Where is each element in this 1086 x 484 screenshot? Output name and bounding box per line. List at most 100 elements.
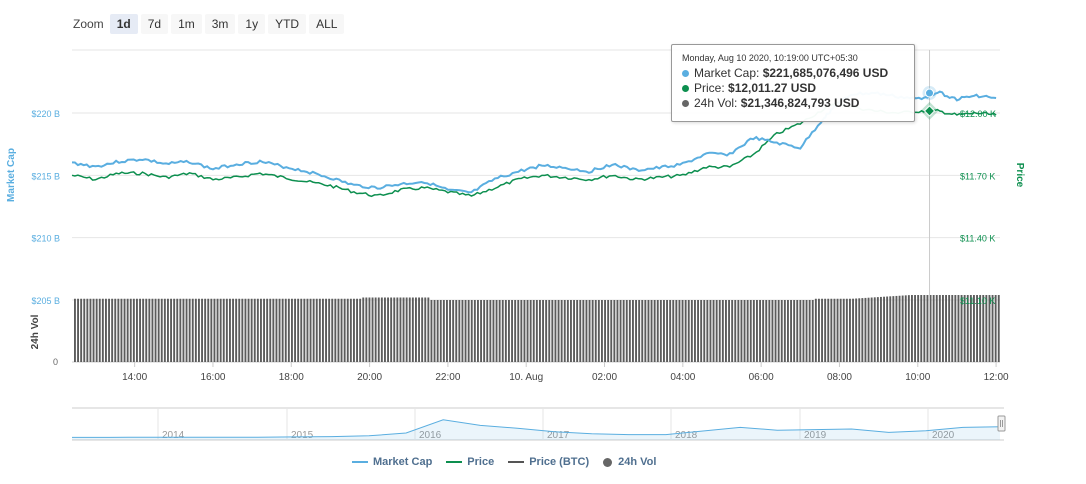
volume-bar (362, 297, 365, 362)
volume-bar (762, 300, 765, 362)
legend-item-price[interactable]: Price (446, 456, 494, 468)
tooltip-market-cap-label: Market Cap: (694, 66, 760, 80)
volume-bar (176, 298, 179, 362)
volume-bar (703, 300, 706, 362)
volume-bar (520, 300, 523, 362)
volume-bar (256, 298, 259, 362)
volume-bar (492, 300, 495, 362)
volume-bar (712, 300, 715, 362)
volume-bar (573, 300, 575, 362)
volume-bar (746, 300, 749, 362)
volume-bar (920, 295, 923, 362)
volume-bar (483, 300, 486, 362)
volume-bar (588, 300, 591, 362)
volume-bar (74, 298, 76, 362)
volume-bar (579, 300, 582, 362)
volume-bar (551, 300, 554, 362)
volume-bar (340, 298, 343, 362)
volume-bar (845, 298, 848, 362)
volume-bar (263, 298, 265, 362)
volume-bar (663, 300, 665, 362)
volume-bar (384, 297, 386, 362)
volume-bar (300, 298, 303, 362)
volume-bar (225, 298, 228, 362)
navigator-year-label: 2017 (547, 430, 570, 441)
volume-bar (861, 298, 864, 362)
volume-bar (787, 300, 789, 362)
volume-bar (126, 298, 129, 362)
volume-bar (455, 300, 458, 362)
navigator-year-label: 2014 (162, 430, 185, 441)
zoom-button-7d[interactable]: 7d (140, 14, 169, 34)
zoom-button-3m[interactable]: 3m (204, 14, 236, 34)
volume-bar (278, 298, 281, 362)
volume-bar (312, 298, 315, 362)
volume-bar (349, 298, 352, 362)
zoom-button-1m[interactable]: 1m (171, 14, 202, 34)
volume-bar (731, 300, 734, 362)
volume-bar (374, 297, 377, 362)
volume-bar (424, 297, 427, 362)
volume-bar (802, 300, 805, 362)
volume-bar (570, 300, 572, 362)
volume-bar (985, 295, 988, 362)
volume-bar (421, 297, 424, 362)
volume-bar (898, 295, 901, 362)
volume-bar (718, 300, 721, 362)
tooltip-volume-label: 24h Vol: (694, 96, 738, 110)
volume-bar (991, 295, 994, 362)
zoom-button-ytd[interactable]: YTD (268, 14, 307, 34)
volume-bar (532, 300, 535, 362)
navigator-line (72, 419, 1001, 438)
volume-bar (979, 295, 982, 362)
zoom-button-1d[interactable]: 1d (109, 14, 138, 34)
volume-bar (83, 298, 86, 362)
volume-bar (111, 298, 114, 362)
volume-bar (684, 300, 687, 362)
navigator-year-label: 2016 (419, 430, 442, 441)
volume-bar (415, 297, 417, 362)
x-tick-label: 06:00 (749, 372, 774, 383)
volume-bar (232, 298, 234, 362)
volume-bar (904, 295, 907, 362)
volume-bar (287, 298, 290, 362)
x-tick-label: 08:00 (827, 372, 852, 383)
volume-bar (938, 295, 941, 362)
volume-dot-icon (682, 100, 689, 108)
volume-bars (74, 295, 1000, 362)
volume-bar (715, 300, 718, 362)
volume-bar (625, 300, 628, 362)
volume-bar (607, 300, 610, 362)
volume-bar (876, 297, 879, 362)
legend-item-price-btc[interactable]: Price (BTC) (508, 456, 589, 468)
volume-bar (858, 298, 861, 362)
volume-bar (452, 300, 455, 362)
volume-bar (783, 300, 786, 362)
volume-bar (932, 295, 935, 362)
volume-bar (120, 298, 123, 362)
zoom-button-1y[interactable]: 1y (238, 14, 266, 34)
volume-bar (201, 298, 203, 362)
volume-bar (306, 298, 309, 362)
navigator[interactable]: 2014 2015 2016 2017 2018 2019 2020 (72, 407, 1006, 441)
volume-bar (811, 300, 814, 362)
volume-bar (343, 298, 346, 362)
volume-bar (266, 298, 269, 362)
zoom-button-all[interactable]: ALL (309, 14, 345, 34)
volume-bar (523, 300, 526, 362)
volume-bar (697, 300, 699, 362)
volume-bar (994, 295, 997, 362)
volume-bar (86, 298, 89, 362)
legend-item-market-cap[interactable]: Market Cap (352, 456, 432, 468)
volume-bar (889, 296, 892, 362)
legend-item-24h-vol[interactable]: 24h Vol (603, 456, 656, 468)
volume-bar (449, 300, 451, 362)
volume-bar (216, 298, 219, 362)
right-tick-label: $11.10 K (960, 296, 995, 306)
volume-bar (929, 295, 932, 362)
volume-bar (95, 298, 98, 362)
volume-bar (498, 300, 501, 362)
legend-dot-icon (603, 457, 613, 467)
volume-bar (969, 295, 972, 362)
